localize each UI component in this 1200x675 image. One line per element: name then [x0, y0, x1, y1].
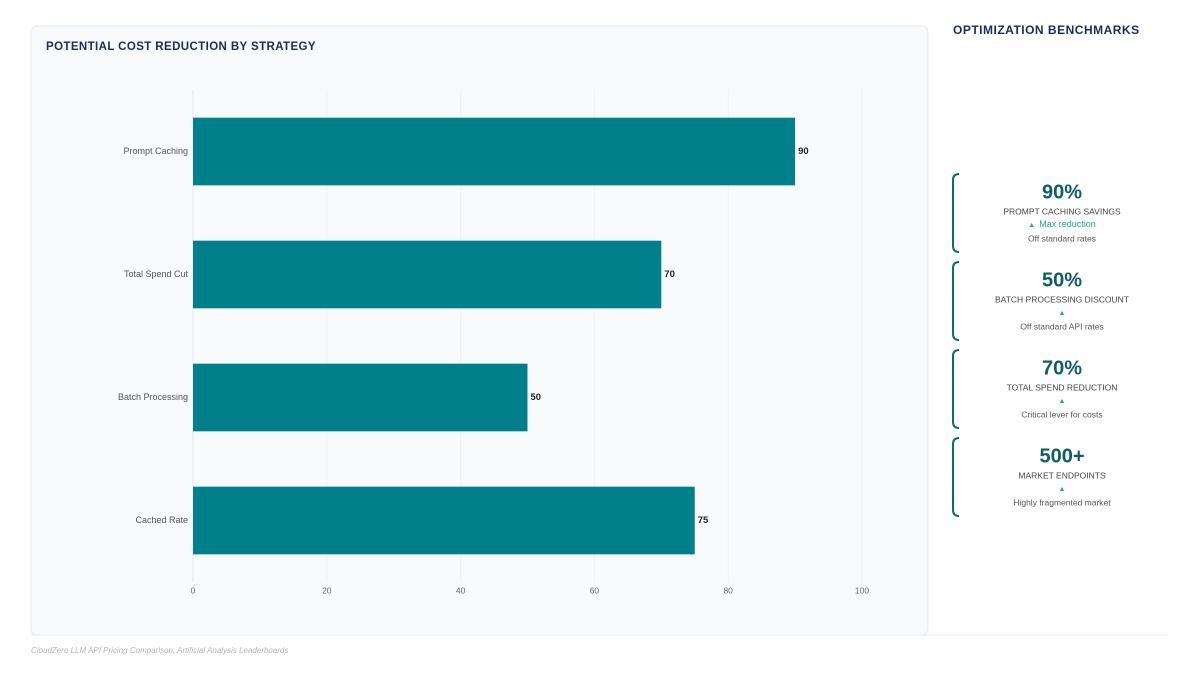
- card-trend: ▲: [1059, 486, 1066, 493]
- card: [953, 350, 1168, 428]
- card: [953, 438, 1168, 516]
- trend-text: Max reduction: [1039, 219, 1096, 229]
- card-note: Off standard API rates: [1020, 321, 1103, 331]
- card-trend: ▲: [1059, 310, 1066, 317]
- card-value: 50%: [1042, 269, 1082, 291]
- card: [953, 262, 1168, 340]
- benchmarks-title: OPTIMIZATION BENCHMARKS: [953, 23, 1140, 37]
- value-label: 50: [531, 392, 542, 403]
- y-tick-label: Cached Rate: [135, 515, 188, 525]
- card-trend: ▲: [1059, 398, 1066, 405]
- card-note: Highly fragmented market: [1013, 497, 1111, 507]
- x-tick-label: 80: [723, 585, 733, 595]
- card-label: BATCH PROCESSING DISCOUNT: [995, 294, 1129, 304]
- x-tick-label: 0: [191, 585, 196, 595]
- card-value: 500+: [1039, 445, 1084, 467]
- card-label: MARKET ENDPOINTS: [1018, 470, 1106, 480]
- card-label: PROMPT CACHING SAVINGS: [1003, 206, 1121, 216]
- x-tick-label: 60: [590, 585, 600, 595]
- card: [953, 174, 1168, 252]
- chart-title: POTENTIAL COST REDUCTION BY STRATEGY: [46, 41, 316, 53]
- bar: [193, 363, 528, 432]
- bar: [193, 117, 796, 186]
- trend-arrow: ▲: [1059, 310, 1066, 317]
- card-note: Critical lever for costs: [1021, 409, 1102, 419]
- card-value: 70%: [1042, 357, 1082, 379]
- y-tick-label: Prompt Caching: [123, 146, 188, 156]
- card-accent: [952, 261, 960, 341]
- trend-arrow: ▲: [1028, 222, 1035, 229]
- source-note: CloudZero LLM API Pricing Comparison, Ar…: [31, 646, 288, 655]
- bar: [193, 486, 695, 555]
- trend-arrow: ▲: [1059, 486, 1066, 493]
- value-label: 70: [664, 269, 675, 280]
- card-accent: [952, 349, 960, 429]
- bar: [193, 240, 662, 309]
- x-tick-label: 40: [456, 585, 466, 595]
- card-accent: [952, 173, 960, 253]
- x-tick-label: 100: [855, 585, 869, 595]
- x-tick-label: 20: [322, 585, 332, 595]
- value-label: 75: [698, 515, 709, 526]
- value-label: 90: [798, 146, 809, 157]
- trend-arrow: ▲: [1059, 398, 1066, 405]
- card-accent: [952, 437, 960, 517]
- card-trend: ▲ Max reduction: [1028, 219, 1095, 229]
- card-note: Off standard rates: [1028, 233, 1096, 243]
- y-tick-label: Total Spend Cut: [124, 269, 189, 279]
- y-tick-label: Batch Processing: [118, 392, 188, 402]
- card-value: 90%: [1042, 181, 1082, 203]
- card-label: TOTAL SPEND REDUCTION: [1007, 382, 1118, 392]
